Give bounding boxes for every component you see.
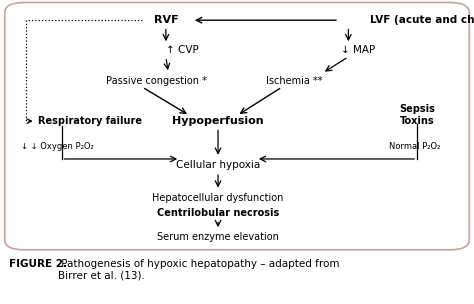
Text: Pathogenesis of hypoxic hepatopathy – adapted from
Birrer et al. (13).: Pathogenesis of hypoxic hepatopathy – ad…: [58, 259, 340, 281]
Text: ↑ CVP: ↑ CVP: [166, 46, 199, 55]
Text: RVF: RVF: [154, 15, 178, 25]
Text: Sepsis
Toxins: Sepsis Toxins: [399, 104, 435, 126]
Text: Ischemia **: Ischemia **: [265, 76, 322, 86]
Text: Hepatocellular dysfunction: Hepatocellular dysfunction: [152, 193, 284, 203]
Text: ↓ ↓ Oxygen P₂O₂: ↓ ↓ Oxygen P₂O₂: [21, 142, 94, 151]
Text: Cellular hypoxia: Cellular hypoxia: [176, 160, 260, 170]
Text: Centrilobular necrosis: Centrilobular necrosis: [157, 208, 279, 218]
Text: LVF (acute and chronic): LVF (acute and chronic): [370, 15, 474, 25]
Text: ↓ MAP: ↓ MAP: [341, 46, 375, 55]
Text: Respiratory failure: Respiratory failure: [38, 116, 142, 126]
Text: Normal P₂O₂: Normal P₂O₂: [389, 142, 440, 151]
Text: Passive congestion *: Passive congestion *: [106, 76, 207, 86]
Text: FIGURE 2.: FIGURE 2.: [9, 259, 67, 269]
Text: Hypoperfusion: Hypoperfusion: [172, 116, 264, 126]
Text: Serum enzyme elevation: Serum enzyme elevation: [157, 232, 279, 242]
